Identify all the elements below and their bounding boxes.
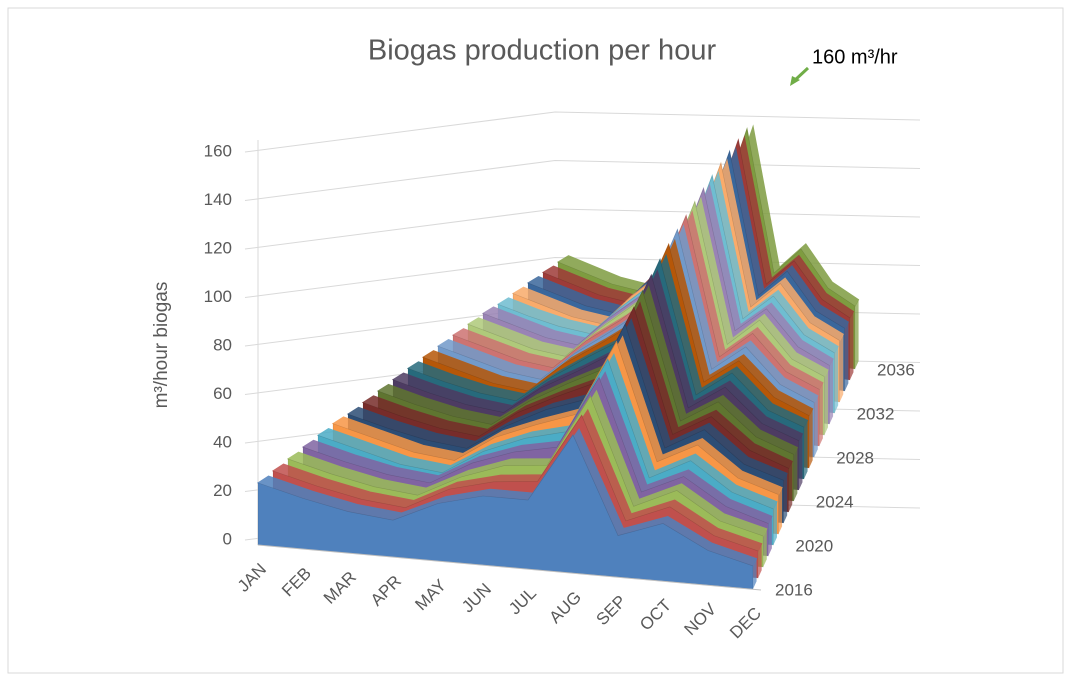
- z-tick-label: 2028: [836, 448, 874, 467]
- area-side: [834, 346, 839, 413]
- area-side: [819, 382, 823, 446]
- grid-line: [244, 208, 921, 250]
- y-tick-label: 120: [204, 238, 232, 257]
- x-tick-label: APR: [367, 572, 405, 610]
- area-side: [814, 395, 818, 457]
- z-tick-label: 2020: [795, 536, 833, 555]
- x-axis-line: [257, 544, 762, 591]
- grid-line: [244, 159, 921, 201]
- area-side: [829, 358, 834, 424]
- x-tick-label: FEB: [278, 564, 315, 601]
- x-tick-label: MAR: [320, 568, 360, 608]
- y-tick-label: 60: [213, 384, 232, 403]
- area-side: [788, 461, 793, 512]
- grid-line: [244, 111, 921, 153]
- y-tick-label: 160: [204, 141, 232, 160]
- x-tick-label: NOV: [681, 599, 721, 639]
- area-side: [798, 433, 803, 490]
- area-side: [855, 299, 859, 369]
- x-tick-label: MAY: [411, 576, 450, 615]
- y-tick-label: 40: [213, 432, 232, 451]
- area-side: [758, 543, 762, 578]
- x-tick-label: AUG: [546, 588, 585, 627]
- z-tick-label: 2032: [857, 404, 895, 423]
- z-tick-label: 2036: [877, 360, 915, 379]
- y-axis-label: m³/hour biogas: [151, 282, 172, 409]
- area-side: [768, 516, 772, 556]
- chart-title: Biogas production per hour: [368, 35, 717, 67]
- area-side: [773, 501, 777, 545]
- y-tick-label: 0: [223, 529, 232, 548]
- z-tick-label: 2024: [816, 492, 854, 511]
- z-tick-label: 2016: [775, 580, 813, 599]
- y-tick-label: 80: [213, 335, 232, 354]
- x-tick-label: DEC: [726, 604, 765, 643]
- area-side: [824, 369, 828, 435]
- x-tick-label: JAN: [234, 560, 270, 596]
- x-tick-label: OCT: [636, 596, 675, 635]
- y-tick-label: 100: [204, 287, 232, 306]
- area-side: [793, 447, 798, 501]
- area-side: [809, 408, 813, 468]
- x-tick-label: JUN: [458, 580, 495, 617]
- y-tick-label: 140: [204, 190, 232, 209]
- area-side: [839, 334, 844, 402]
- area-side: [778, 487, 783, 534]
- area-side: [804, 420, 808, 479]
- area-side: [763, 528, 767, 567]
- area-side: [753, 558, 757, 589]
- chart-frame: [7, 7, 1064, 674]
- y-tick-label: 20: [213, 481, 232, 500]
- area-side: [849, 311, 854, 380]
- x-tick-label: SEP: [593, 592, 630, 629]
- annotation-arrowhead: [790, 76, 800, 86]
- annotation: 160 m³/hr: [812, 46, 898, 68]
- area-side: [783, 473, 788, 523]
- x-tick-label: JUL: [505, 584, 540, 619]
- area-side: [844, 322, 849, 391]
